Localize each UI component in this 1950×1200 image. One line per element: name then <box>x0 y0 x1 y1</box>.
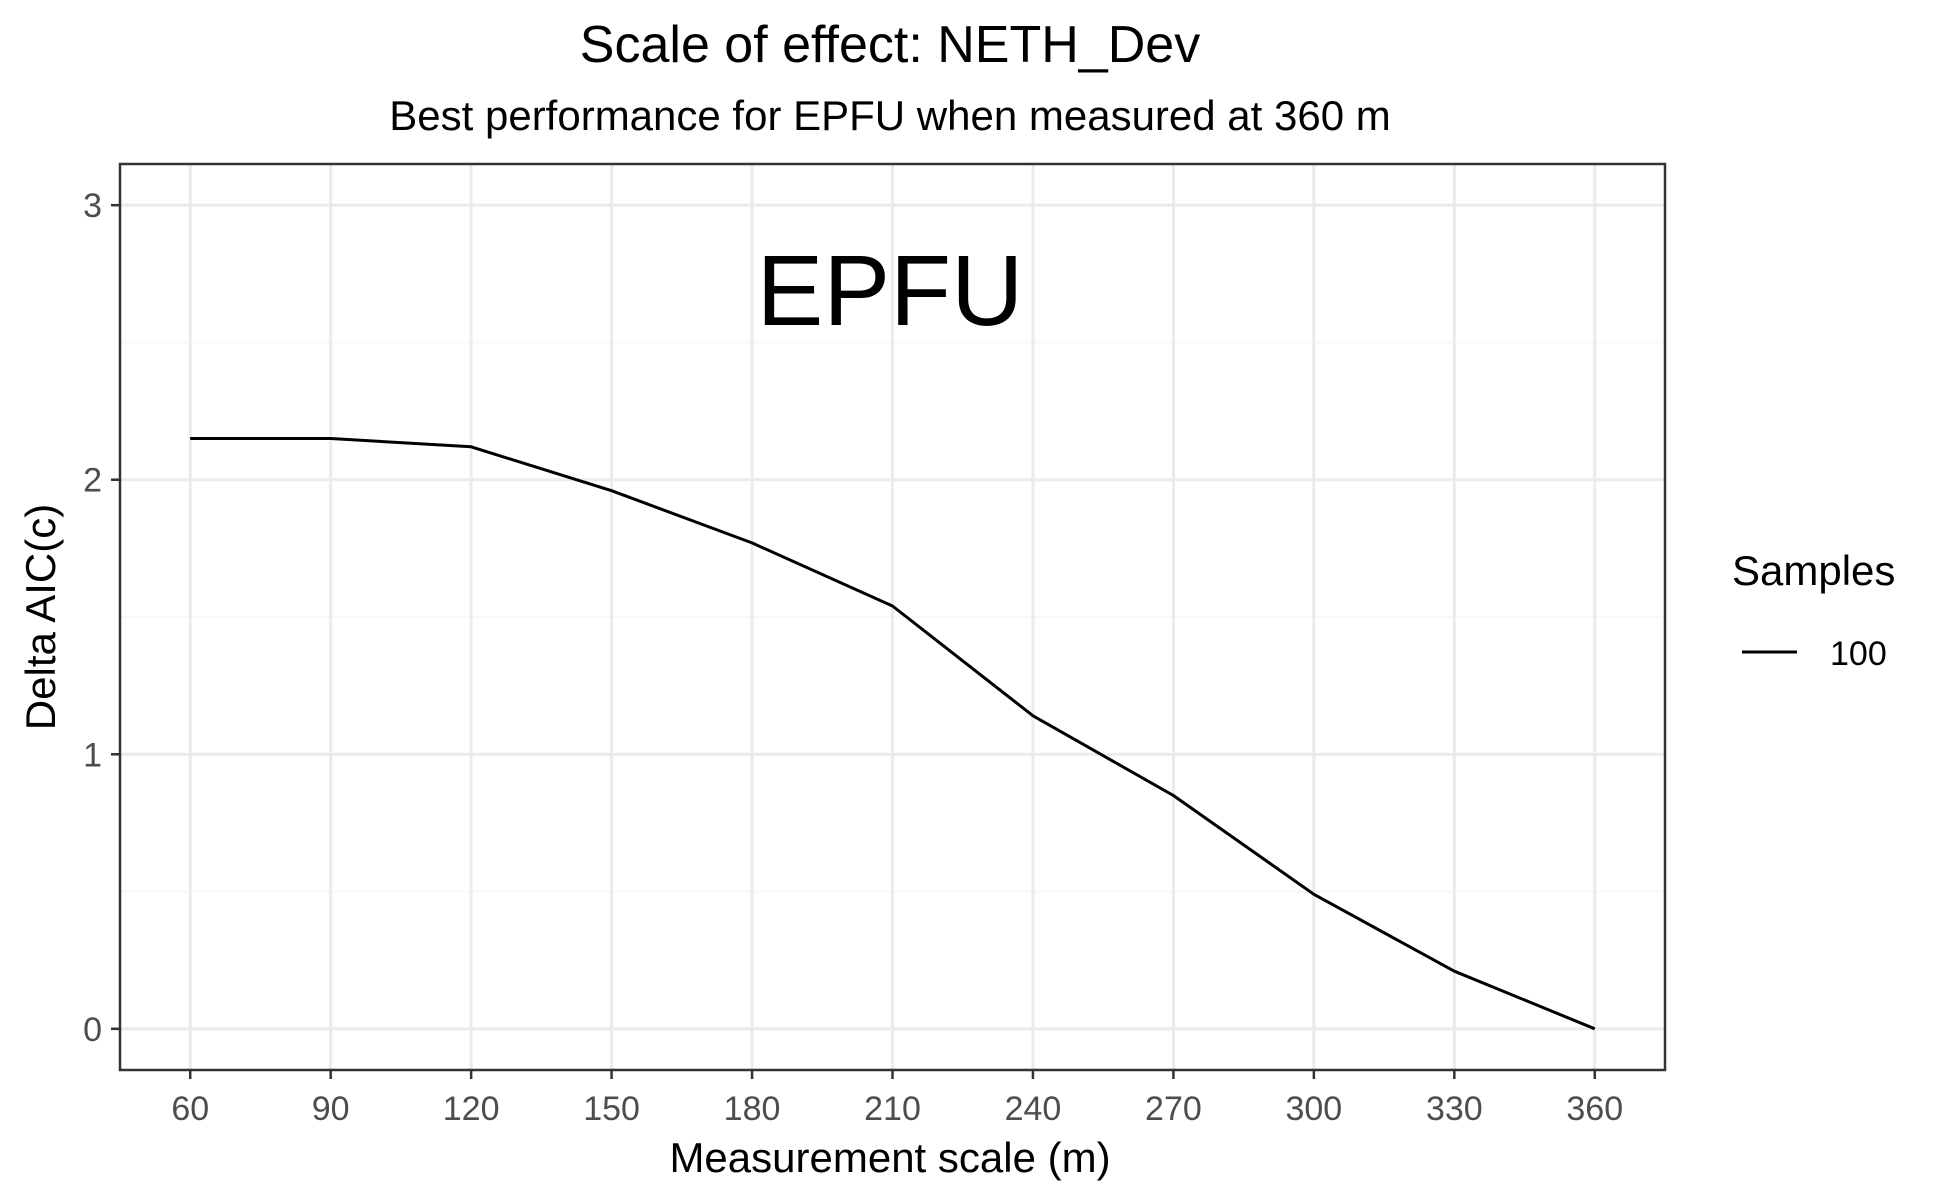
x-tick-label: 120 <box>443 1090 500 1128</box>
x-tick-label: 300 <box>1285 1090 1342 1128</box>
chart-subtitle: Best performance for EPFU when measured … <box>389 92 1390 139</box>
x-tick-label: 150 <box>583 1090 640 1128</box>
y-tick-label: 1 <box>83 736 102 774</box>
x-axis-title: Measurement scale (m) <box>669 1134 1110 1181</box>
chart-title: Scale of effect: NETH_Dev <box>580 16 1200 74</box>
x-tick-label: 210 <box>864 1090 921 1128</box>
x-tick-label: 270 <box>1145 1090 1202 1128</box>
x-tick-label: 90 <box>312 1090 350 1128</box>
x-tick-label: 330 <box>1426 1090 1483 1128</box>
x-tick-label: 360 <box>1566 1090 1623 1128</box>
chart-annotation: EPFU <box>757 235 1024 347</box>
x-tick-label: 60 <box>171 1090 209 1128</box>
plot-area: EPFU <box>118 162 1667 1072</box>
legend-label: 100 <box>1830 635 1887 673</box>
series-line-100 <box>190 437 1596 1031</box>
legend-title: Samples <box>1732 547 1895 594</box>
y-tick-label: 2 <box>83 462 102 500</box>
y-tick-label: 0 <box>83 1011 102 1049</box>
series-layer <box>190 437 1596 1031</box>
y-axis-title: Delta AIC(c) <box>17 504 64 730</box>
legend: Samples 100 <box>1732 547 1895 673</box>
x-tick-label: 180 <box>724 1090 781 1128</box>
y-tick-label: 3 <box>83 187 102 225</box>
x-axis: 60 90 120 150 180 210 240 270 300 330 360 <box>171 1070 1623 1128</box>
x-tick-label: 240 <box>1005 1090 1062 1128</box>
y-axis: 0 1 2 3 <box>83 187 120 1049</box>
major-gridlines <box>120 164 1665 1070</box>
